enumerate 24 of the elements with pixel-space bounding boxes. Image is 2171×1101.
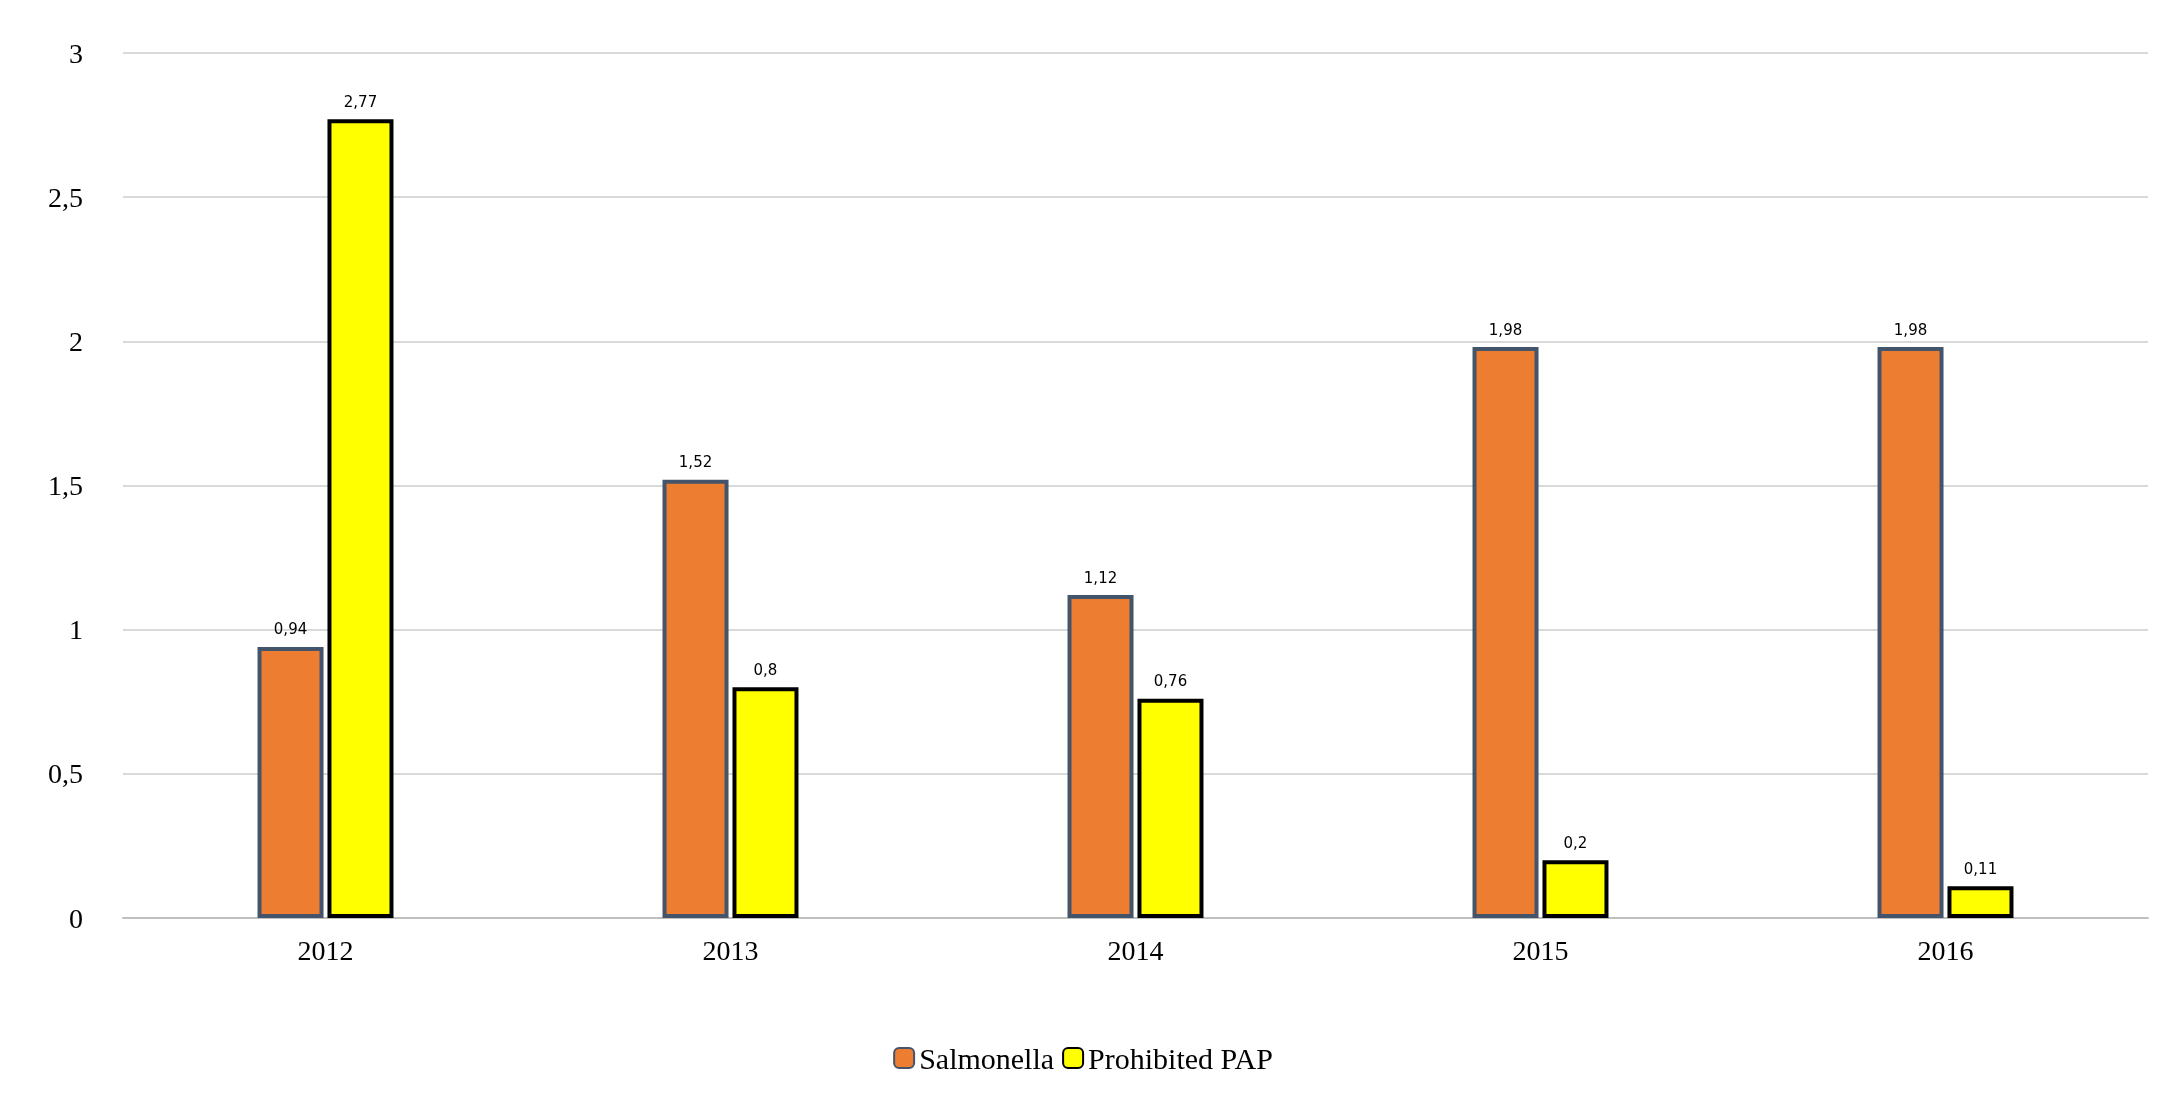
data-label: 1,12 bbox=[1083, 568, 1118, 587]
y-tick-label: 1,5 bbox=[48, 470, 83, 501]
data-label: 0,8 bbox=[753, 660, 778, 679]
data-label: 1,98 bbox=[1488, 320, 1523, 339]
data-label: 0,76 bbox=[1153, 672, 1188, 691]
y-tick-label: 2,5 bbox=[48, 181, 83, 213]
data-label: 1,98 bbox=[1893, 320, 1928, 339]
y-tick-label: 0,5 bbox=[48, 758, 83, 790]
y-tick-label: 0 bbox=[69, 902, 83, 934]
legend-label: Prohibited PAP bbox=[1088, 1041, 1273, 1075]
x-tick-label: 2012 bbox=[297, 934, 354, 966]
x-tick-label: 2015 bbox=[1512, 934, 1569, 966]
y-tick-label: 3 bbox=[69, 37, 83, 69]
x-tick-label: 2016 bbox=[1917, 934, 1974, 966]
data-label: 1,52 bbox=[678, 453, 713, 472]
data-label: 0,94 bbox=[273, 620, 308, 639]
legend-label: Salmonella bbox=[919, 1041, 1055, 1075]
x-tick-label: 2013 bbox=[702, 934, 759, 966]
data-label: 2,77 bbox=[343, 92, 378, 111]
data-label: 0,11 bbox=[1963, 859, 1998, 878]
data-label: 0,2 bbox=[1563, 833, 1588, 852]
y-tick-label: 1 bbox=[69, 614, 83, 646]
y-tick-label: 2 bbox=[69, 325, 83, 357]
x-tick-label: 2014 bbox=[1107, 934, 1164, 966]
